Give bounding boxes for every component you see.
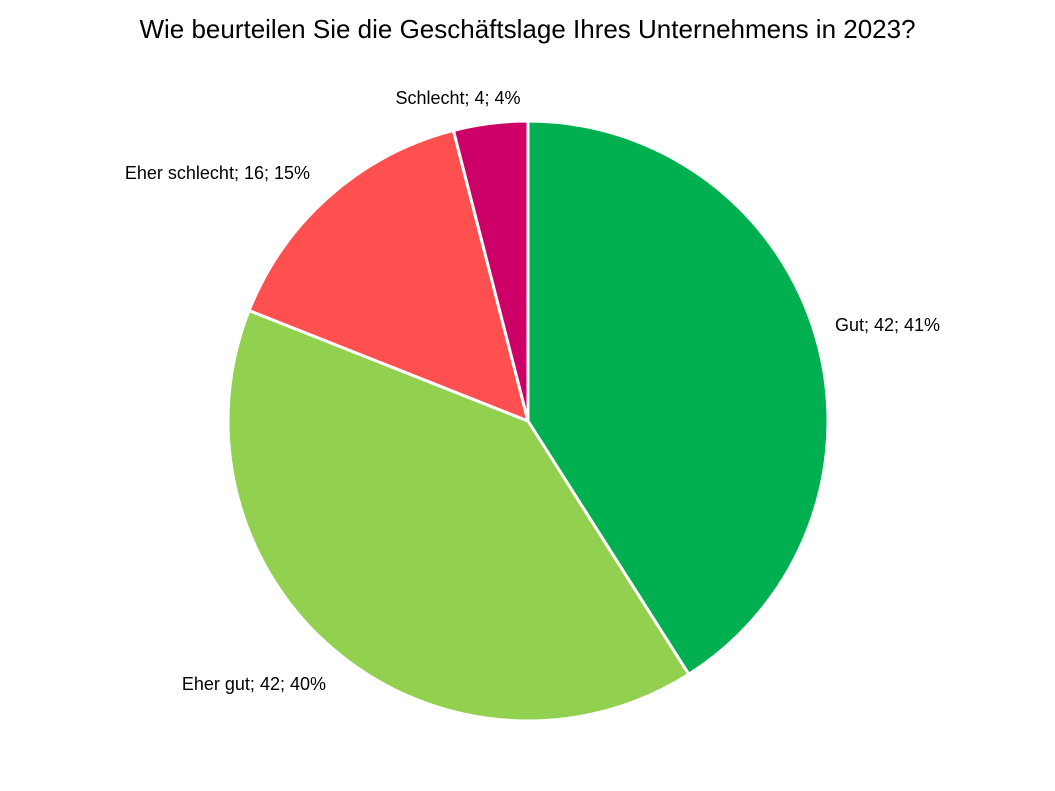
pie-slice-schlecht <box>451 119 530 423</box>
pie-slice-gut <box>526 119 830 676</box>
pie-slice-eher-gut <box>226 309 691 723</box>
slice-label-eher-schlecht: Eher schlecht; 16; 15% <box>125 163 310 183</box>
pie-slice-eher-schlecht <box>247 128 530 423</box>
pie-labels: Gut; 42; 41% Eher gut; 42; 40% Eher schl… <box>125 88 940 694</box>
slice-label-gut: Gut; 42; 41% <box>835 315 940 335</box>
slice-label-schlecht: Schlecht; 4; 4% <box>395 88 520 108</box>
slice-label-eher-gut: Eher gut; 42; 40% <box>182 674 326 694</box>
pie-slices <box>226 119 830 723</box>
chart-title: Wie beurteilen Sie die Geschäftslage Ihr… <box>139 14 916 44</box>
